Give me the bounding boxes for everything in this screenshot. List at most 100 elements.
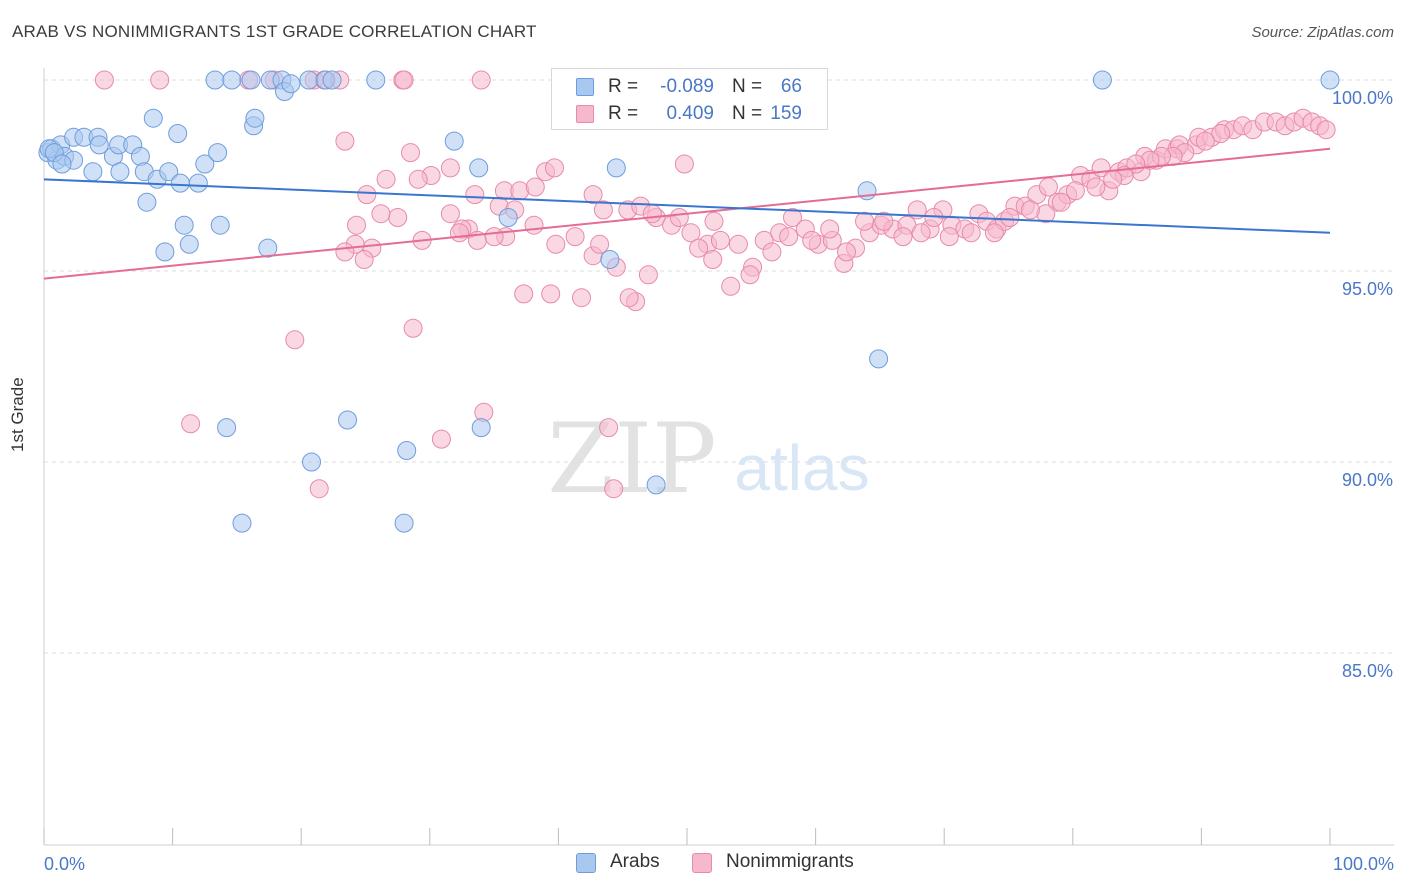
arabs-point bbox=[110, 162, 130, 182]
legend-r-label: R = bbox=[608, 103, 639, 124]
y-tick-label: 85.0% bbox=[1342, 661, 1393, 681]
legend-r-value: -0.089 bbox=[660, 76, 714, 97]
arabs-point bbox=[258, 238, 278, 258]
legend-swatch-nonimmigrants bbox=[576, 105, 594, 123]
nonimmigrants-point bbox=[721, 276, 741, 296]
arabs-label: Arabs bbox=[610, 851, 660, 872]
arabs-point bbox=[646, 475, 666, 495]
legend-row-arabs: R = -0.089 N = 66 bbox=[552, 73, 829, 101]
arabs-point bbox=[159, 162, 179, 182]
nonimmigrants-trend-line bbox=[43, 147, 1331, 280]
nonimmigrants-point bbox=[431, 429, 451, 449]
correlation-legend: R = -0.089 N = 66 R = 0.409 N = 159 bbox=[551, 68, 828, 130]
nonimmigrants-point bbox=[1195, 131, 1215, 151]
arabs-point bbox=[155, 242, 175, 262]
gridlines bbox=[44, 79, 1394, 654]
nonimmigrants-point bbox=[642, 204, 662, 224]
nonimmigrants-point bbox=[837, 242, 856, 262]
y-tick-labels: 100.0% 95.0% 90.0% 85.0% bbox=[1332, 88, 1393, 681]
arabs-point bbox=[210, 215, 230, 235]
nonimmigrants-point bbox=[354, 250, 374, 269]
nonimmigrants-point bbox=[440, 204, 460, 224]
nonimmigrants-point bbox=[565, 227, 585, 247]
nonimmigrants-point bbox=[1086, 177, 1106, 197]
nonimmigrants-point bbox=[541, 284, 561, 304]
nonimmigrants-point bbox=[703, 250, 723, 269]
nonimmigrants-point bbox=[524, 215, 544, 235]
trend-lines bbox=[43, 147, 1331, 280]
nonimmigrants-point bbox=[465, 185, 485, 205]
nonimmigrants-point bbox=[1103, 169, 1123, 189]
nonimmigrants-point bbox=[449, 223, 469, 243]
legend-row-nonimmigrants: R = 0.409 N = 159 bbox=[552, 100, 829, 128]
arabs-point bbox=[195, 154, 215, 174]
nonimmigrants-point bbox=[371, 204, 391, 224]
nonimmigrants-point bbox=[335, 242, 355, 262]
arabs-point bbox=[205, 70, 225, 90]
watermark: ZIP atlas bbox=[547, 403, 869, 515]
nonimmigrants-point bbox=[545, 158, 564, 178]
arabs-point bbox=[322, 70, 342, 90]
nonimmigrants-point bbox=[984, 223, 1004, 243]
arabs-point bbox=[137, 192, 157, 212]
arabs-point bbox=[471, 418, 491, 438]
nonimmigrants-point bbox=[783, 208, 802, 227]
legend-n-label: N = bbox=[732, 76, 763, 97]
nonimmigrants-point bbox=[181, 414, 201, 434]
nonimmigrants-point bbox=[1000, 208, 1020, 227]
nonimmigrants-point bbox=[689, 238, 709, 258]
nonimmigrants-point bbox=[94, 70, 114, 90]
nonimmigrants-point bbox=[1020, 200, 1040, 220]
nonimmigrants-point bbox=[285, 330, 305, 350]
nonimmigrants-point bbox=[593, 200, 613, 220]
nonimmigrants-point bbox=[740, 265, 760, 285]
nonimmigrants-point bbox=[514, 284, 534, 304]
arabs-point bbox=[394, 513, 414, 533]
nonimmigrants-point bbox=[484, 227, 504, 247]
nonimmigrants-point bbox=[619, 288, 639, 308]
arabs-point bbox=[89, 135, 109, 155]
nonimmigrants-point bbox=[911, 223, 931, 243]
nonimmigrants-point bbox=[681, 223, 701, 243]
arabs-points bbox=[38, 70, 1340, 533]
arabs-swatch bbox=[576, 853, 596, 873]
arabs-point bbox=[52, 154, 72, 174]
nonimmigrants-point bbox=[762, 242, 782, 262]
nonimmigrants-point bbox=[669, 208, 689, 227]
arabs-point bbox=[366, 70, 386, 90]
arabs-point bbox=[174, 215, 194, 235]
nonimmigrants-point bbox=[802, 230, 822, 250]
y-tick-label: 100.0% bbox=[1332, 88, 1393, 108]
arabs-point bbox=[281, 74, 301, 94]
legend-n-value: 66 bbox=[780, 76, 802, 97]
legend-n-label: N = bbox=[732, 103, 763, 124]
arabs-point bbox=[170, 173, 190, 193]
axes bbox=[43, 68, 1394, 846]
nonimmigrants-point bbox=[347, 215, 366, 235]
source-label[interactable]: Source: ZipAtlas.com bbox=[1251, 24, 1394, 41]
nonimmigrants-point bbox=[583, 185, 603, 205]
nonimmigrants-point bbox=[1211, 124, 1231, 143]
nonimmigrants-point bbox=[357, 185, 377, 205]
nonimmigrants-point bbox=[335, 131, 355, 151]
arabs-point bbox=[498, 208, 518, 227]
arabs-trend-line bbox=[43, 178, 1331, 234]
nonimmigrants-point bbox=[525, 177, 545, 197]
nonimmigrants-point bbox=[408, 169, 428, 189]
nonimmigrants-point bbox=[440, 158, 460, 178]
nonimmigrants-point bbox=[710, 230, 730, 250]
nonimmigrants-point bbox=[874, 211, 894, 231]
y-tick-label: 90.0% bbox=[1342, 470, 1393, 490]
nonimmigrants-point bbox=[704, 211, 724, 231]
arabs-point bbox=[179, 234, 199, 254]
nonimmigrants-point bbox=[599, 418, 619, 438]
x-max-label: 100.0% bbox=[1333, 854, 1394, 874]
nonimmigrants-label: Nonimmigrants bbox=[726, 851, 854, 872]
arabs-point bbox=[869, 349, 889, 369]
arabs-point bbox=[338, 410, 357, 430]
arabs-point bbox=[241, 70, 261, 90]
legend-n-value: 159 bbox=[770, 103, 802, 124]
nonimmigrants-point bbox=[309, 479, 329, 499]
nonimmigrants-point bbox=[471, 70, 491, 90]
y-tick-label: 95.0% bbox=[1342, 279, 1393, 299]
